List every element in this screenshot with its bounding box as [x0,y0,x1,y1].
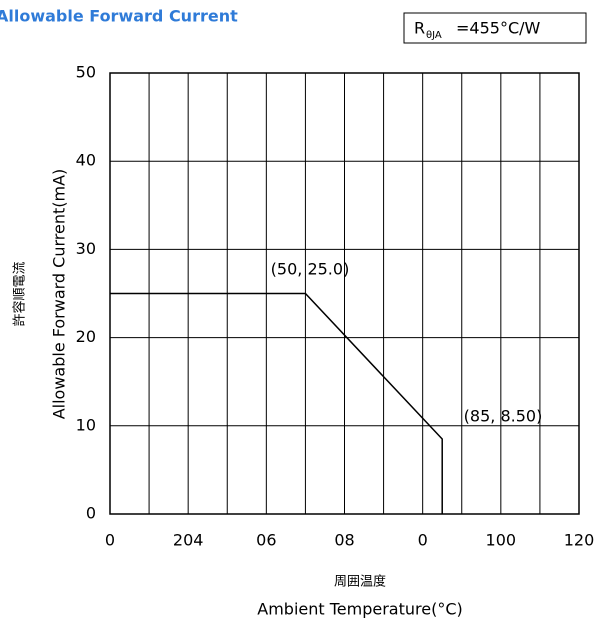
x-tick-label: 06 [256,531,276,550]
x-tick-label: 120 [564,531,595,550]
y-tick-label: 10 [76,415,96,434]
y-tick-label: 50 [76,63,96,82]
chart-title: Allowable Forward Current [0,7,238,26]
annotation: (85, 8.50) [464,407,543,426]
y-tick-label: 30 [76,239,96,258]
y-axis-label-ja: 許容順電流 [12,261,28,326]
x-tick-label: 100 [486,531,517,550]
y-tick-label: 0 [86,504,96,523]
x-axis-label-ja: 周囲温度 [334,574,386,590]
note-sub: θJA [426,30,442,41]
y-axis-label: Allowable Forward Current(mA) [50,169,69,420]
x-axis-label: Ambient Temperature(°C) [257,600,462,619]
x-tick-label: 0 [418,531,428,550]
y-tick-label: 20 [76,327,96,346]
y-tick-label: 40 [76,151,96,170]
note-rest: =455°C/W [456,19,541,38]
x-tick-label: 0 [105,531,115,550]
x-tick-label: 204 [173,531,204,550]
note-box [403,12,587,44]
annotation: (50, 25.0) [271,260,350,279]
note-main: R [414,19,425,38]
x-tick-label: 08 [334,531,354,550]
data-line [110,292,443,514]
